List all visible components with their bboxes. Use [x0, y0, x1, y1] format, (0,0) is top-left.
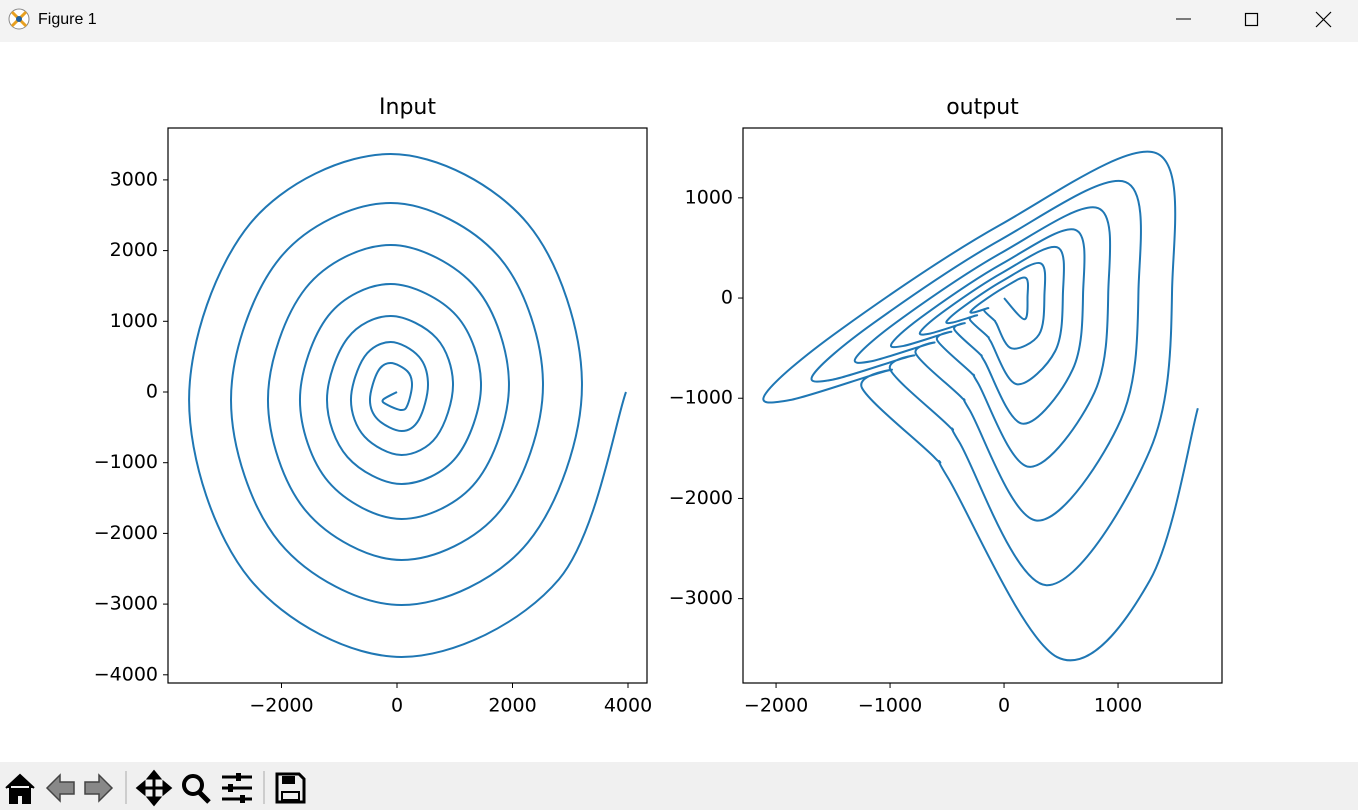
x-tick-label: 0 — [998, 695, 1010, 717]
close-button[interactable] — [1315, 11, 1332, 28]
configure-button[interactable] — [222, 773, 252, 803]
x-tick-label: 1000 — [1094, 695, 1142, 717]
x-tick-label: −2000 — [249, 695, 313, 717]
axes-frame — [742, 127, 1223, 684]
y-tick-label: −1000 — [94, 451, 158, 473]
y-tick-label: −2000 — [669, 487, 733, 509]
app-icon — [8, 8, 30, 30]
chart-title: Input — [379, 95, 436, 120]
y-tick-label: 3000 — [110, 168, 158, 190]
x-tick-label: −1000 — [858, 695, 922, 717]
pan-button[interactable] — [135, 769, 173, 807]
y-tick-label: 1000 — [110, 310, 158, 332]
y-tick-label: 2000 — [110, 239, 158, 261]
back-button[interactable] — [45, 773, 75, 803]
toolbar — [0, 762, 1358, 810]
x-tick-label: 0 — [391, 695, 403, 717]
home-button[interactable] — [5, 773, 35, 804]
chart-title: output — [946, 95, 1019, 120]
y-tick-label: −2000 — [94, 522, 158, 544]
forward-button[interactable] — [84, 773, 114, 803]
window-title: Figure 1 — [38, 11, 97, 28]
y-tick-label: −3000 — [669, 587, 733, 609]
data-line — [188, 153, 627, 658]
maximize-button[interactable] — [1244, 12, 1259, 27]
axes-frame — [167, 127, 648, 684]
x-tick-label: 4000 — [604, 695, 652, 717]
data-line — [762, 150, 1199, 662]
zoom-button[interactable] — [182, 774, 211, 804]
title-bar — [0, 0, 1358, 42]
y-tick-label: 0 — [146, 380, 158, 402]
y-tick-label: 0 — [721, 287, 733, 309]
y-tick-label: −3000 — [94, 593, 158, 615]
y-tick-label: 1000 — [685, 186, 733, 208]
y-tick-label: −1000 — [669, 387, 733, 409]
y-tick-label: −4000 — [94, 663, 158, 685]
x-tick-label: −2000 — [744, 695, 808, 717]
x-tick-label: 2000 — [488, 695, 536, 717]
save-button[interactable] — [275, 772, 306, 804]
